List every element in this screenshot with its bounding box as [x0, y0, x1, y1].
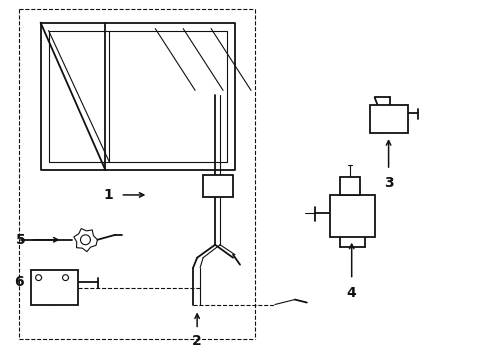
Bar — [330, 195, 375, 237]
Bar — [340, 177, 360, 195]
Polygon shape — [74, 229, 98, 252]
Text: 3: 3 — [384, 176, 393, 190]
Text: 2: 2 — [192, 334, 202, 348]
Text: 6: 6 — [14, 275, 24, 289]
Text: 5: 5 — [16, 233, 25, 247]
Text: 4: 4 — [347, 285, 357, 300]
Bar — [30, 270, 78, 305]
Bar — [203, 175, 233, 197]
Text: 1: 1 — [103, 188, 113, 202]
Polygon shape — [80, 235, 91, 245]
Bar — [369, 105, 408, 133]
